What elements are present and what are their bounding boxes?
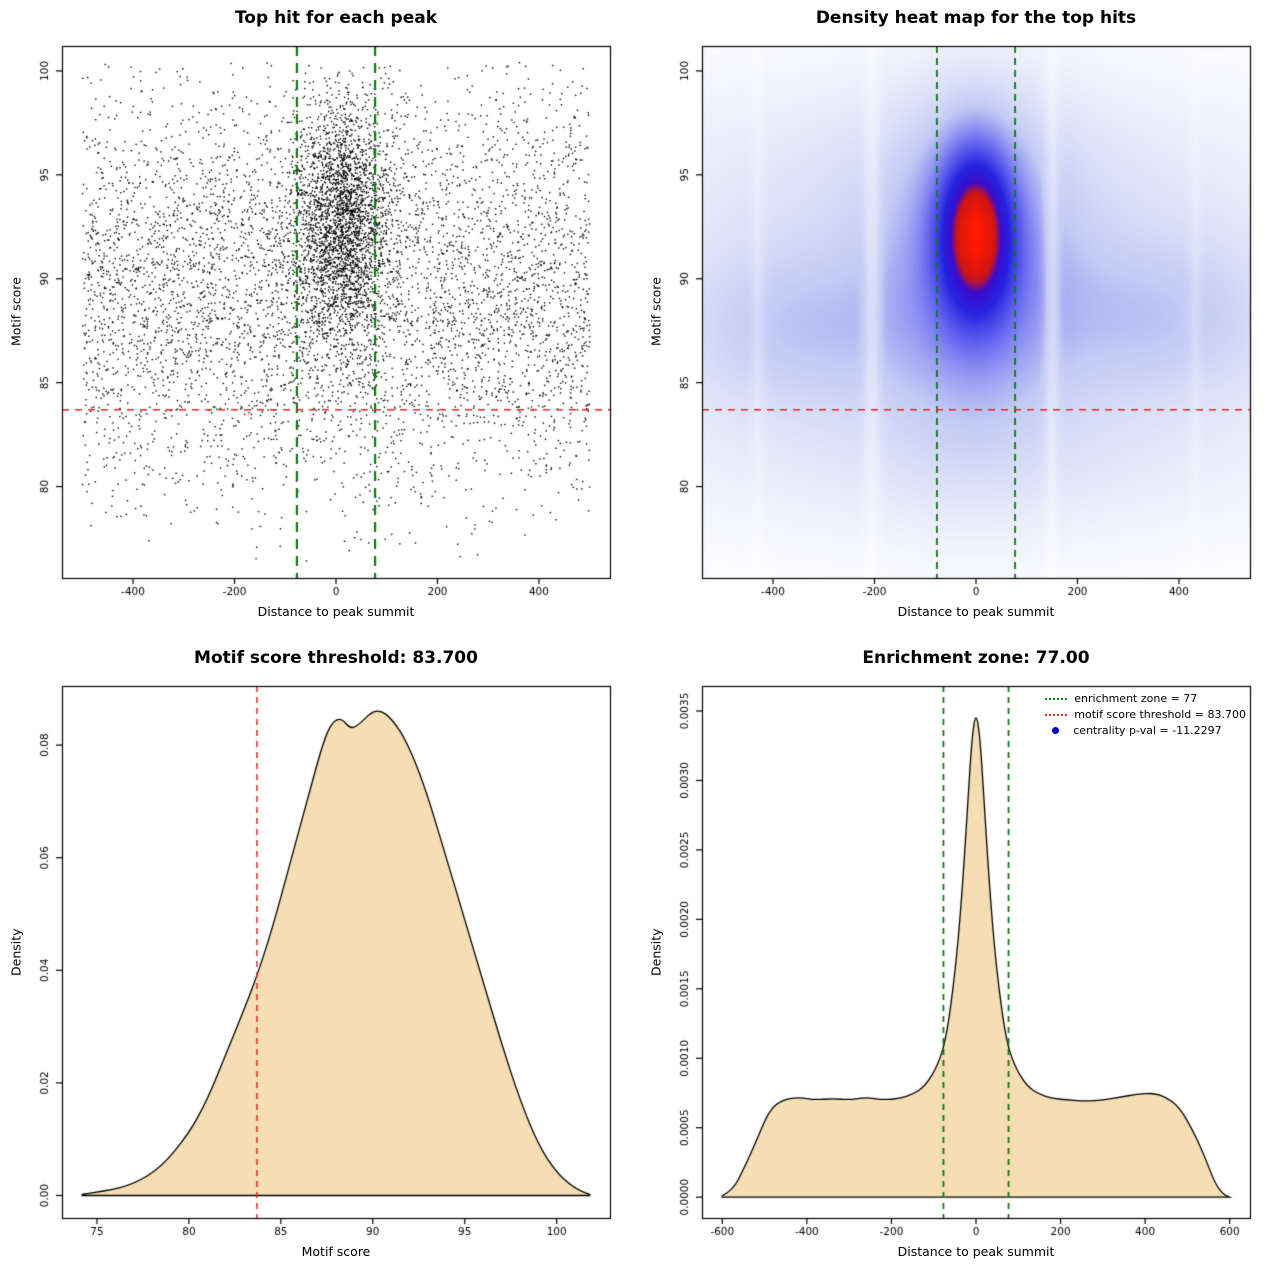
distance-density-title: Enrichment zone: 77.00 xyxy=(862,648,1090,668)
scatter-title: Top hit for each peak xyxy=(234,8,438,28)
enrichment-zone-line-icon xyxy=(1045,697,1068,700)
heatmap-xlabel: Distance to peak summit xyxy=(897,604,1055,619)
distance-density-canvas xyxy=(640,640,1280,1280)
distance-density-xlabel: Distance to peak summit xyxy=(897,1244,1055,1259)
centrality-point-icon xyxy=(1052,727,1060,734)
panel-distance-density: Enrichment zone: 77.00 Distance to peak … xyxy=(640,640,1280,1280)
legend: enrichment zone = 77 motif score thresho… xyxy=(1045,692,1246,737)
heatmap-canvas xyxy=(640,0,1280,640)
heatmap-title: Density heat map for the top hits xyxy=(815,8,1137,28)
legend-item-centrality-pval: centrality p-val = -11.2297 xyxy=(1045,724,1246,737)
panel-score-density: Motif score threshold: 83.700 Motif scor… xyxy=(0,640,640,1280)
legend-label: enrichment zone = 77 xyxy=(1074,692,1198,705)
legend-item-enrichment-zone: enrichment zone = 77 xyxy=(1045,692,1246,705)
legend-label: centrality p-val = -11.2297 xyxy=(1073,724,1222,737)
heatmap-ylabel: Motif score xyxy=(648,277,664,347)
scatter-ylabel: Motif score xyxy=(8,277,24,347)
panel-heatmap: Density heat map for the top hits Distan… xyxy=(640,0,1280,640)
panel-scatter: Top hit for each peak Distance to peak s… xyxy=(0,0,640,640)
scatter-plot-canvas xyxy=(0,0,640,640)
score-density-canvas xyxy=(0,640,640,1280)
legend-label: motif score threshold = 83.700 xyxy=(1074,708,1246,721)
legend-item-score-threshold: motif score threshold = 83.700 xyxy=(1045,708,1246,721)
score-density-ylabel: Density xyxy=(8,928,24,976)
scatter-xlabel: Distance to peak summit xyxy=(257,604,415,619)
distance-density-ylabel: Density xyxy=(648,928,664,976)
score-density-xlabel: Motif score xyxy=(301,1244,371,1259)
score-threshold-line-icon xyxy=(1045,713,1068,716)
score-density-title: Motif score threshold: 83.700 xyxy=(194,648,478,668)
